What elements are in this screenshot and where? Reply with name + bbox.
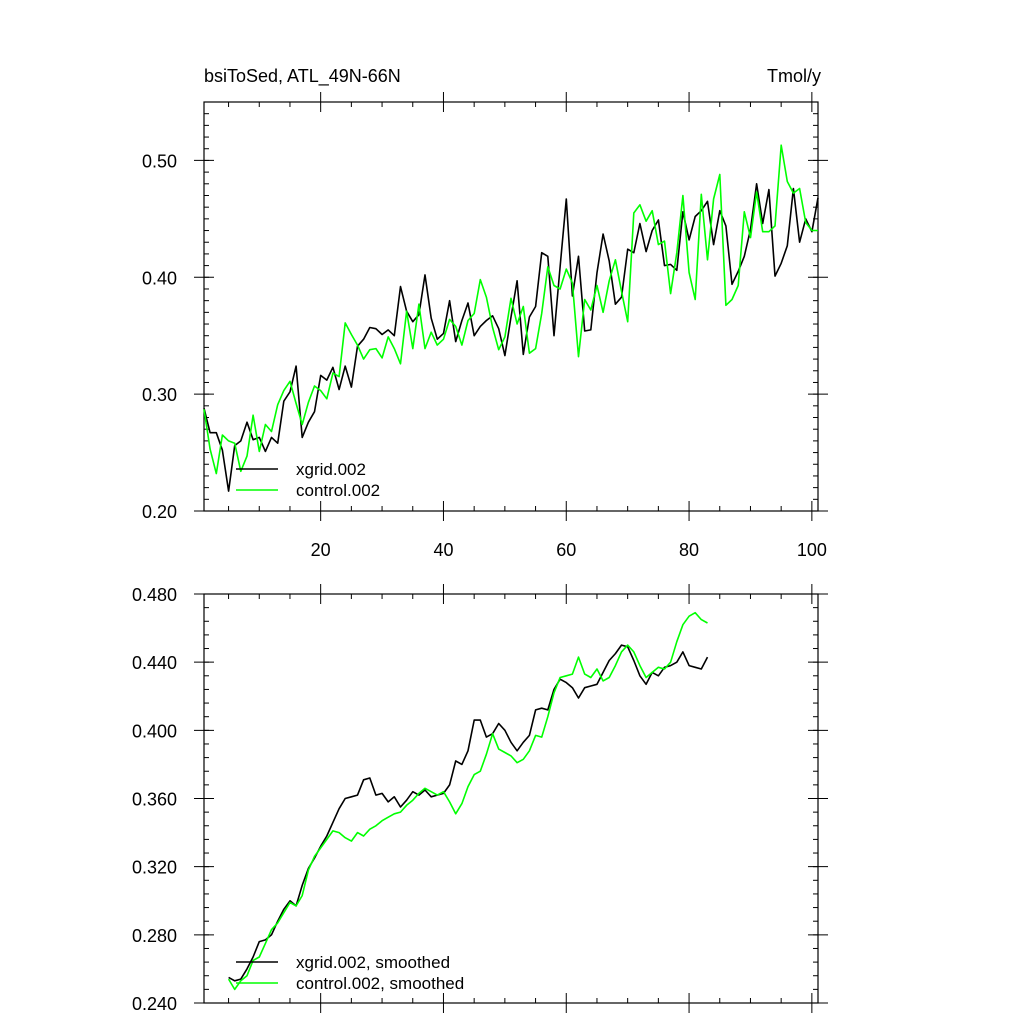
legend-label-control-smoothed: control.002, smoothed (296, 974, 464, 993)
series-line-xgrid-002 (203, 183, 819, 492)
top-chart-title: bsiToSed, ATL_49N-66N (204, 66, 401, 87)
y-tick-label: 0.480 (132, 585, 177, 605)
y-tick-label: 0.240 (132, 994, 177, 1014)
y-tick-label: 0.30 (142, 385, 177, 405)
bottom-chart-series (227, 611, 709, 991)
bottom-chart-ticks: 0.240 0.280 0.320 0.360 0.400 0.440 0.480 (132, 584, 828, 1014)
top-chart-series (203, 144, 819, 492)
y-tick-label: 0.360 (132, 790, 177, 810)
top-chart-frame (203, 101, 819, 512)
top-chart-units: Tmol/y (767, 66, 821, 86)
series-line-control-002-smoothed (227, 611, 708, 991)
y-tick-label: 0.440 (132, 653, 177, 673)
top-chart-ticks: 20 40 60 80 100 0.20 0.30 0.40 0.50 (142, 92, 828, 560)
legend-label-xgrid-smoothed: xgrid.002, smoothed (296, 953, 450, 972)
series-line-control-002 (203, 144, 818, 475)
x-tick-label: 60 (556, 540, 576, 560)
top-chart-panel: bsiToSed, ATL_49N-66N Tmol/y 20 40 60 80 100… (142, 66, 828, 560)
y-tick-label: 0.40 (142, 268, 177, 288)
x-tick-label: 20 (311, 540, 331, 560)
x-tick-label: 40 (433, 540, 453, 560)
bottom-chart-panel: 0.240 0.280 0.320 0.360 0.400 0.440 0.480 xgri… (132, 584, 828, 1014)
y-tick-label: 0.50 (142, 151, 177, 171)
y-tick-label: 0.280 (132, 926, 177, 946)
legend-label-control: control.002 (296, 481, 380, 500)
x-tick-label: 80 (679, 540, 699, 560)
legend-label-xgrid: xgrid.002 (296, 460, 366, 479)
y-tick-label: 0.20 (142, 502, 177, 522)
y-tick-label: 0.400 (132, 721, 177, 741)
y-tick-label: 0.320 (132, 858, 177, 878)
x-tick-label: 100 (797, 540, 827, 560)
bottom-chart-frame (203, 593, 819, 1004)
bottom-chart-legend: xgrid.002, smoothed control.002, smoothe… (236, 953, 464, 993)
top-chart-legend: xgrid.002 control.002 (236, 460, 380, 500)
series-line-xgrid-002-smoothed (228, 644, 709, 982)
